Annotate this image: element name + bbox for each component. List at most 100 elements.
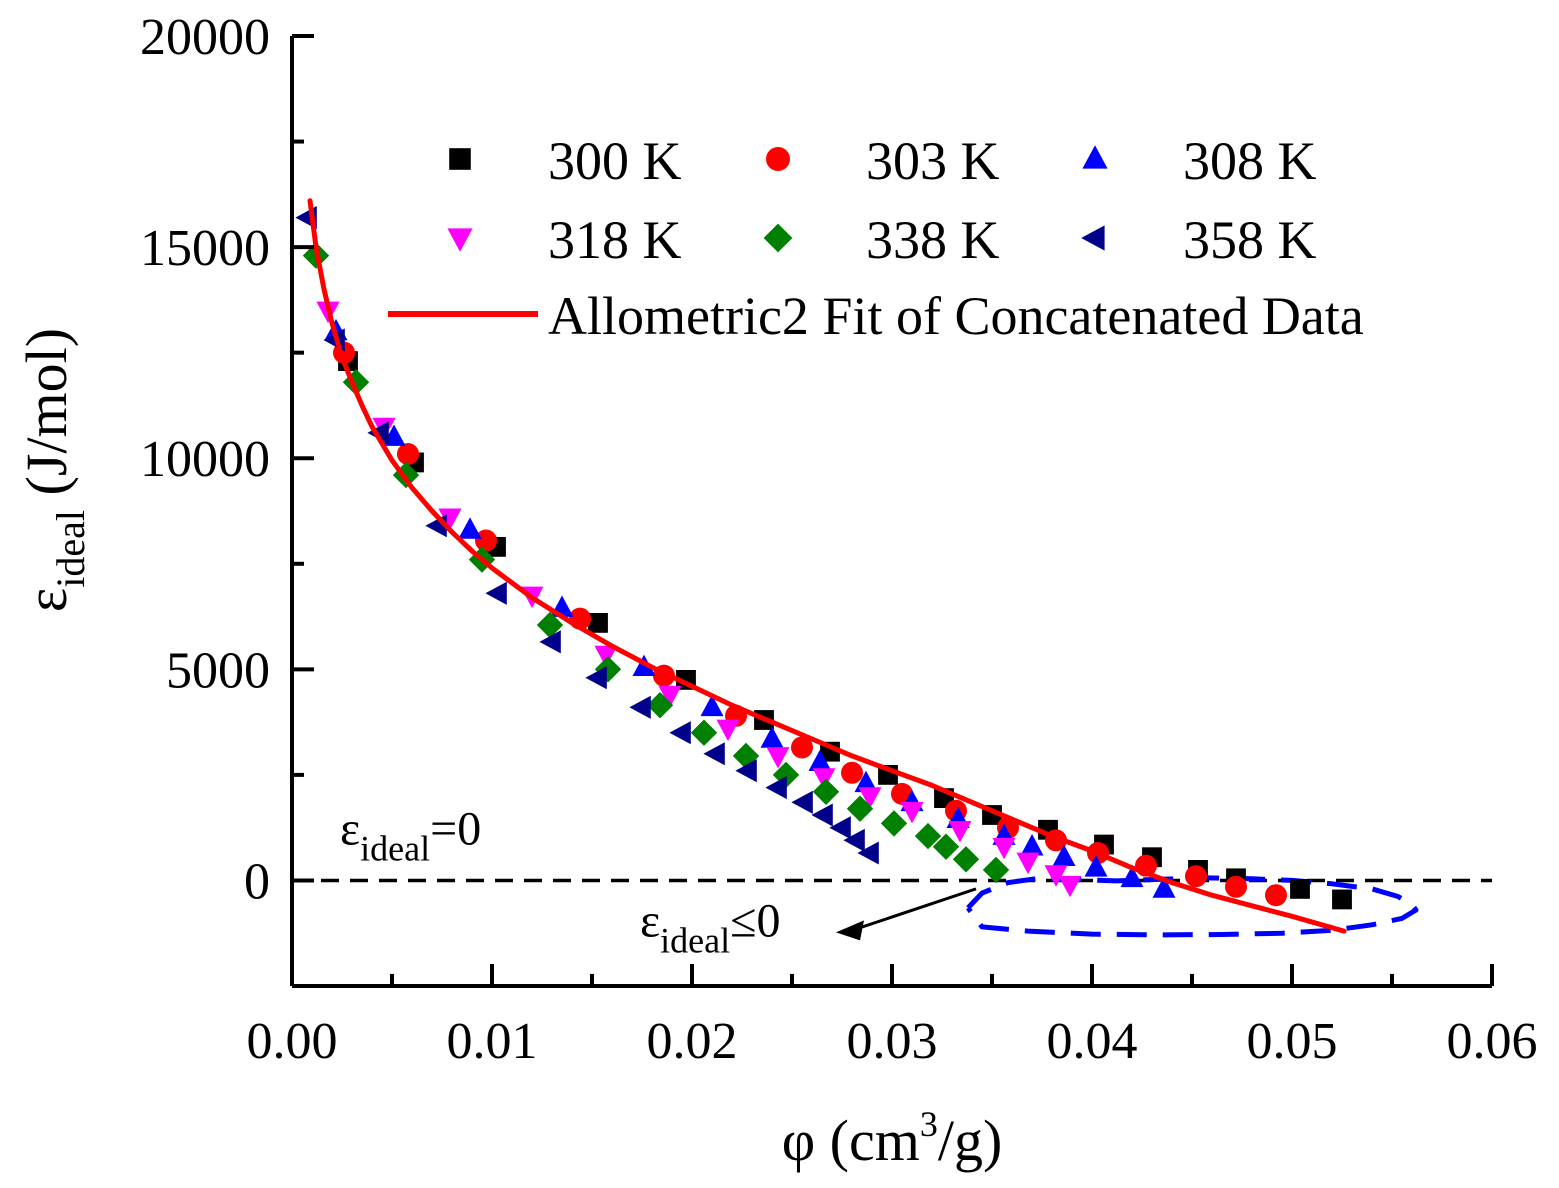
x-tick-label: 0.05 [1247,1013,1338,1070]
data-point [857,841,879,865]
data-point [536,611,564,639]
data-point [539,630,561,654]
annotation-main: ε [340,803,360,856]
allometric-fit-curve [307,198,1347,934]
annotation-0: εideal=0 [340,803,481,869]
data-point [1084,855,1108,877]
data-point [1265,884,1287,907]
annotation-subscript: ideal [360,829,430,869]
data-point [1185,865,1207,888]
data-point [585,666,607,690]
data-point [1290,878,1310,899]
data-point [588,612,608,633]
data-point [932,833,960,860]
y-tick-label: 10000 [140,431,270,488]
legend-label: 338 K [866,210,1000,270]
data-point [1332,889,1352,910]
data-point [992,837,1016,860]
x-tick-label: 0.03 [847,1013,938,1070]
data-point [1120,865,1144,888]
annotation-rest: ≤0 [730,895,780,948]
legend-item: 358 K [1081,210,1317,270]
legend-label: 300 K [548,131,682,191]
legend-item: 318 K [447,210,682,270]
data-point [812,778,840,805]
legend-fit-label: Allometric2 Fit of Concatenated Data [548,286,1364,346]
x-tick-label: 0.04 [1047,1013,1138,1070]
x-axis-title: φ (cm3/g) [782,1104,1003,1173]
fit-layer [307,198,1347,934]
legend: 300 K 303 K 308 K 318 K 338 K 358 K Allometric… [388,131,1364,346]
data-point [843,828,865,852]
y-tick-label: 15000 [140,220,270,277]
legend-label: 308 K [1183,131,1317,191]
x-axis-title-suffix: /g) [938,1108,1002,1173]
x-tick-label: 0.00 [247,1013,338,1070]
data-point [646,692,674,719]
data-point [703,742,725,766]
x-tick-label: 0.01 [447,1013,538,1070]
data-point [914,822,942,850]
annotation-1: εideal≤0 [640,895,780,961]
legend-item-fit: Allometric2 Fit of Concatenated Data [388,286,1364,346]
y-axis-title-unit: (J/mol) [14,328,79,510]
legend-item: 338 K [763,210,1000,270]
series-338-k [302,242,1010,884]
data-point [829,816,851,840]
data-point [841,761,863,784]
data-point [858,787,882,809]
legend-label: 358 K [1183,210,1317,270]
data-point [1016,852,1040,875]
data-point [791,790,813,814]
legend-marker [449,148,471,170]
x-axis-title-superscript: 3 [920,1104,938,1144]
data-point [629,695,651,719]
data-point [700,694,724,717]
legend-marker [763,223,793,253]
legend-label: 303 K [866,131,1000,191]
y-tick-label: 5000 [166,642,270,699]
data-point [658,685,682,708]
data-point [1020,834,1044,856]
data-point [458,517,482,539]
data-point [485,581,507,605]
legend-marker [447,228,473,252]
data-point [880,810,908,837]
data-point [808,749,832,771]
data-point [900,802,924,824]
data-point [735,759,757,783]
x-tick-label: 0.02 [647,1013,738,1070]
y-axis-title-subscript: ideal [48,510,93,588]
y-axis-title: εideal (J/mol) [14,328,93,612]
data-point [812,768,836,790]
x-tick-label: 0.06 [1447,1013,1538,1070]
data-point [854,770,878,793]
data-point [690,719,718,746]
legend-marker [766,147,790,171]
data-point [397,443,419,465]
data-point [1225,875,1247,898]
data-point [1152,876,1176,898]
annotation-main: ε [640,895,660,948]
data-point [846,795,874,822]
legend-marker [1082,145,1108,169]
data-point [982,856,1010,884]
data-point [952,846,980,873]
data-point [594,645,618,668]
legend-item: 300 K [449,131,682,191]
data-point [669,721,691,745]
legend-item: 303 K [766,131,1000,191]
y-tick-label: 20000 [140,9,270,66]
annotation-arrow-head [836,920,864,941]
annotation-subscript: ideal [660,921,730,961]
x-axis-title-main: φ (cm [782,1108,920,1173]
data-point [1052,844,1076,866]
legend-item: 308 K [1082,131,1317,191]
legend-label: 318 K [548,210,682,270]
reference-layer [292,875,1492,938]
axes-layer: 0 5000 10000 15000 20000 0.00 0.01 0.02 0.03 0.04… [140,9,1538,1070]
y-axis-title-main: ε [14,588,79,612]
data-point [765,776,787,800]
